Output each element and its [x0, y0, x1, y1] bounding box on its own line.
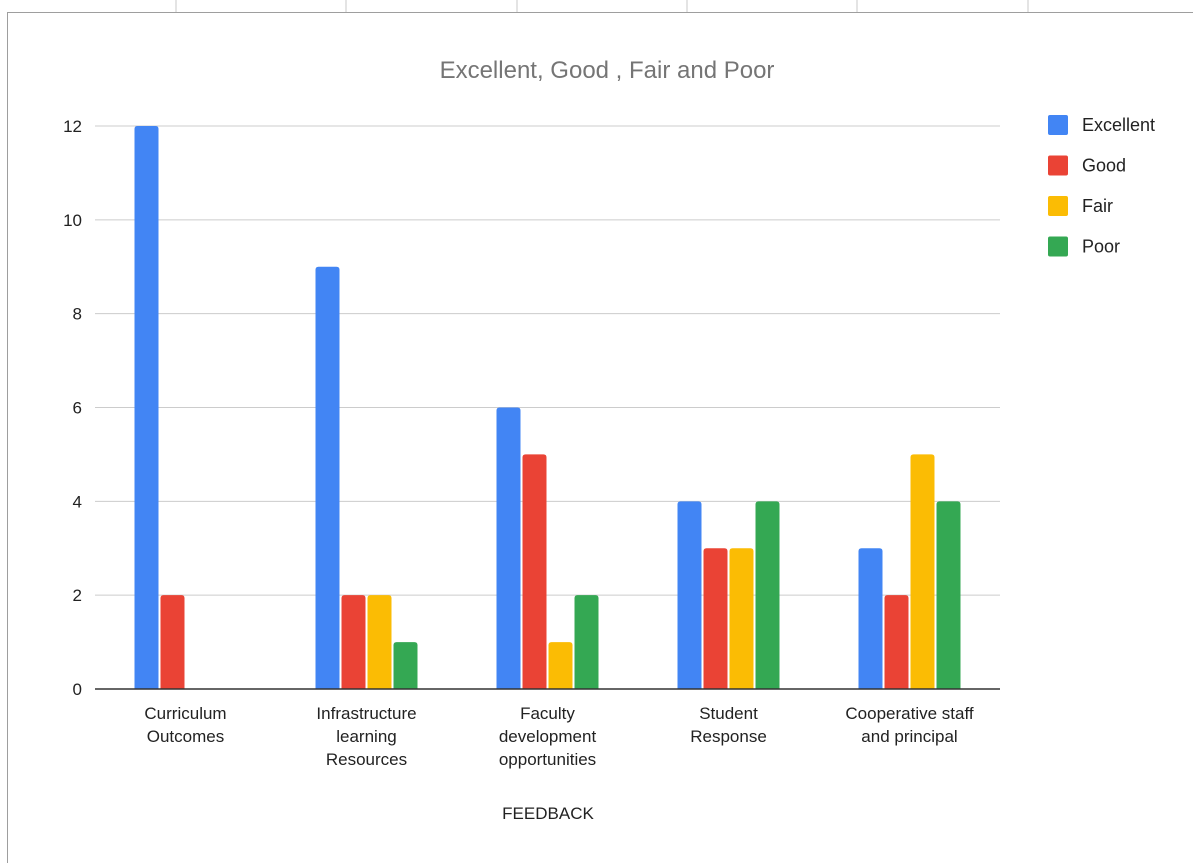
bar-excellent[interactable]: [315, 266, 340, 689]
bar-series: [134, 126, 961, 690]
bar-poor[interactable]: [393, 642, 418, 689]
x-category-label: Cooperative staff: [845, 704, 973, 723]
x-category-label: and principal: [861, 727, 957, 746]
x-category-label: Faculty: [520, 704, 575, 723]
bar-fair[interactable]: [367, 595, 392, 689]
x-category-label: Infrastructure: [316, 704, 416, 723]
bar-fair[interactable]: [910, 454, 935, 689]
y-tick-label: 12: [63, 117, 82, 136]
bar-excellent[interactable]: [496, 407, 521, 690]
legend-swatch: [1048, 115, 1068, 135]
y-tick-label: 4: [73, 492, 82, 511]
y-axis-ticks: 0 2 4 6 8 10 12: [63, 117, 82, 699]
legend-swatch: [1048, 196, 1068, 216]
legend-swatch: [1048, 236, 1068, 257]
x-category-label: learning: [336, 727, 397, 746]
bar-excellent[interactable]: [858, 548, 883, 689]
bar-good[interactable]: [703, 548, 728, 689]
y-tick-label: 2: [73, 586, 82, 605]
bar-good[interactable]: [341, 595, 366, 689]
legend-swatch: [1048, 155, 1068, 176]
x-category-label: Curriculum: [144, 704, 226, 723]
legend-label: Poor: [1082, 237, 1120, 257]
y-tick-label: 0: [73, 680, 82, 699]
x-category-label: Student: [699, 704, 758, 723]
bar-poor[interactable]: [574, 595, 599, 689]
bar-good[interactable]: [522, 454, 547, 689]
bar-poor[interactable]: [936, 501, 961, 689]
bar-good[interactable]: [160, 595, 185, 689]
x-category-label: development: [499, 727, 597, 746]
x-category-label: Response: [690, 727, 767, 746]
legend-label: Excellent: [1082, 115, 1155, 135]
bar-excellent[interactable]: [677, 501, 702, 689]
x-category-label: Outcomes: [147, 727, 224, 746]
chart-frame[interactable]: [7, 12, 1193, 863]
category-labels: Curriculum Outcomes Infrastructure learning…: [144, 704, 973, 769]
y-tick-label: 6: [73, 399, 82, 418]
y-tick-label: 10: [63, 211, 82, 230]
legend-label: Fair: [1082, 196, 1113, 216]
gridlines: [95, 125, 1000, 596]
legend: Excellent Good Fair Poor: [1048, 115, 1155, 257]
bar-fair[interactable]: [729, 548, 754, 689]
column-dividers: [175, 0, 1029, 12]
bar-fair[interactable]: [548, 642, 573, 689]
legend-label: Good: [1082, 156, 1126, 176]
chart-title: Excellent, Good , Fair and Poor: [440, 57, 775, 84]
y-tick-label: 8: [73, 305, 82, 324]
x-category-label: opportunities: [499, 750, 596, 769]
x-category-label: Resources: [326, 750, 407, 769]
bar-excellent[interactable]: [134, 126, 159, 689]
bar-good[interactable]: [884, 595, 909, 689]
x-axis-title: FEEDBACK: [502, 804, 594, 823]
bar-poor[interactable]: [755, 501, 780, 689]
spreadsheet-header-strip: [0, 0, 1195, 12]
